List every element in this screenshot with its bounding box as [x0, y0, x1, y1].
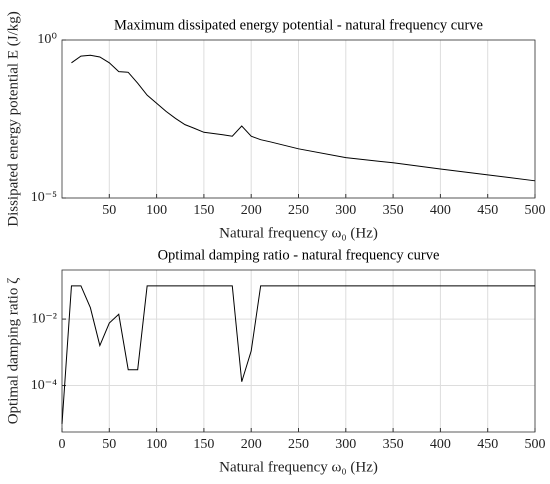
y-tick-label: 10⁻⁴ [31, 378, 57, 393]
x-tick-label: 350 [383, 203, 404, 218]
chart-panel: 50 100 150 200 250 300 350 400 450 500 10⁰ 10⁻⁵ Maxi… [5, 11, 545, 241]
y-tick-label: 10⁻² [31, 311, 57, 326]
x-tick-label: 400 [430, 437, 451, 452]
y-tick-label: 10⁻⁵ [31, 190, 57, 205]
x-tick-label: 450 [477, 437, 498, 452]
x-tick-label: 500 [525, 437, 546, 452]
y-axis-label: Optimal damping ratio ζ [5, 278, 21, 425]
y-tick-label: 10⁰ [37, 32, 57, 47]
x-tick-label: 400 [430, 203, 451, 218]
x-tick-label: 450 [477, 203, 498, 218]
x-axis-label: Natural frequency ω₀ (Hz) [219, 225, 378, 241]
x-axis-label: Natural frequency ω₀ (Hz) [219, 459, 378, 475]
x-tick-label: 100 [146, 437, 167, 452]
x-tick-label: 300 [335, 203, 356, 218]
x-tick-label: 350 [383, 437, 404, 452]
x-tick-label: 200 [241, 437, 262, 452]
x-tick-label: 250 [288, 203, 309, 218]
x-tick-label: 300 [335, 437, 356, 452]
x-tick-label: 200 [241, 203, 262, 218]
x-tick-label: 100 [146, 203, 167, 218]
x-tick-label: 150 [193, 437, 214, 452]
x-tick-label: 250 [288, 437, 309, 452]
chart-panel: 0 50 100 150 200 250 300 350 400 450 500 10⁻² 10⁻⁴ Op… [5, 247, 545, 475]
x-tick-label: 500 [525, 203, 546, 218]
x-tick-label: 0 [59, 437, 66, 452]
x-tick-label: 50 [102, 437, 116, 452]
axes-frame [61, 269, 536, 433]
chart-title: Optimal damping ratio - natural frequenc… [158, 247, 440, 263]
chart-title: Maximum dissipated energy potential - na… [114, 17, 483, 33]
data-line [61, 285, 535, 424]
axes-frame [61, 39, 536, 199]
x-tick-label: 150 [193, 203, 214, 218]
x-tick-label: 50 [102, 203, 116, 218]
data-line [71, 54, 536, 182]
y-axis-label: Dissipated energy potential E (J/kg) [5, 11, 21, 227]
